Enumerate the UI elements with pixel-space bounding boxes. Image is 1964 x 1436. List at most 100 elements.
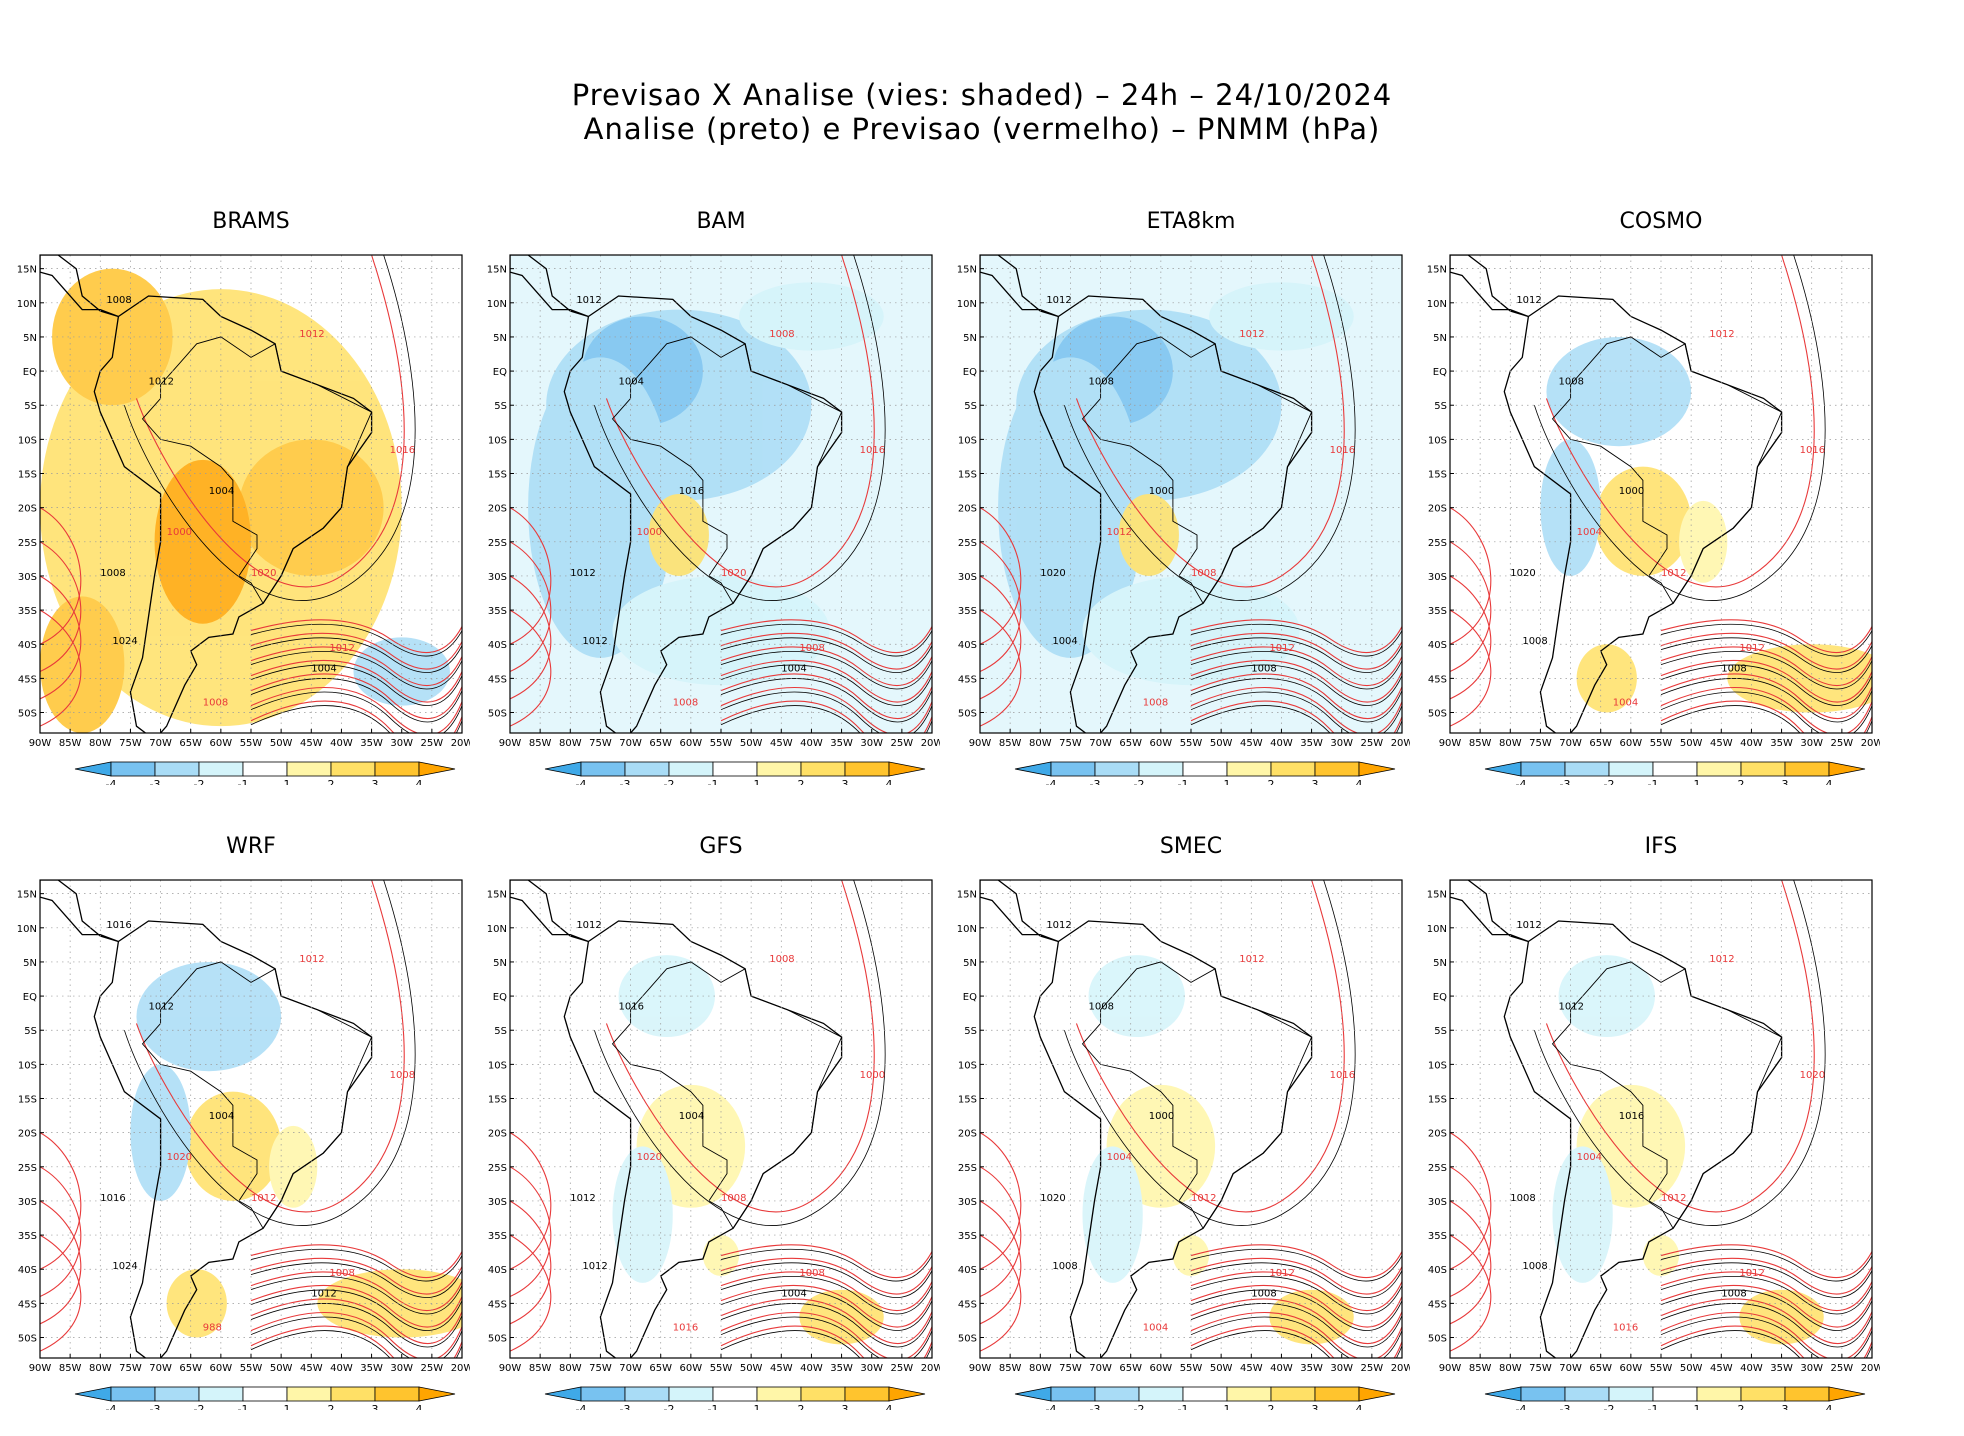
lat-label: 10S bbox=[488, 435, 507, 446]
lon-label: 85W bbox=[529, 1363, 552, 1374]
contour-label: 1012 bbox=[570, 568, 595, 579]
lon-label: 45W bbox=[300, 738, 323, 749]
lat-label: 5S bbox=[1434, 1026, 1447, 1037]
colorbar-label: -3 bbox=[620, 1403, 631, 1410]
colorbar-segment bbox=[242, 761, 288, 777]
colorbar-low-arrow bbox=[1014, 761, 1052, 777]
longitude-axis: 90W 85W 80W 75W 70W 65W 60W 55W 50W 45W 40W 35W 30W 2… bbox=[969, 1354, 1413, 1374]
analysis-isobar bbox=[1064, 255, 1356, 601]
lat-label: 15N bbox=[957, 265, 977, 276]
lat-label: 10N bbox=[1427, 924, 1447, 935]
lon-label: 30W bbox=[1800, 738, 1823, 749]
bias-region bbox=[1118, 494, 1179, 576]
bias-region bbox=[154, 459, 251, 624]
bias-shading bbox=[528, 282, 884, 686]
contour-label: 1016 bbox=[106, 920, 131, 931]
lon-label: 60W bbox=[1150, 1363, 1173, 1374]
colorbar-high-arrow bbox=[418, 1386, 456, 1402]
forecast-isobar bbox=[250, 659, 462, 703]
lon-label: 30W bbox=[390, 738, 413, 749]
colorbar-segment bbox=[1608, 1386, 1654, 1402]
central-america-outline bbox=[510, 255, 589, 318]
forecast-isobar bbox=[1660, 673, 1872, 720]
lon-label: 90W bbox=[29, 1363, 52, 1374]
colorbar-label: -2 bbox=[194, 1403, 205, 1410]
contour-label: 1008 bbox=[1559, 377, 1584, 388]
colorbar-label: 1 bbox=[284, 1403, 291, 1410]
colorbar-label: 3 bbox=[1312, 778, 1319, 785]
analysis-isobar bbox=[720, 1316, 932, 1358]
forecast-isobar bbox=[1660, 1311, 1872, 1358]
lat-label: 35S bbox=[488, 1231, 507, 1242]
forecast-isobar bbox=[1190, 1271, 1402, 1312]
forecast-isobar bbox=[1660, 1244, 1872, 1279]
forecast-isobar bbox=[40, 609, 82, 727]
contour-labels: 1012 1008 1016 1000 1004 1020 1012 1008 1012 1008… bbox=[570, 920, 885, 1334]
latitude-axis: 15N 10N 5N EQ 5S 10S 15S 20S 25S 30S 35S 40S 45S 50S bbox=[17, 890, 44, 1345]
forecast-isobar bbox=[720, 1257, 932, 1295]
lon-label: 85W bbox=[999, 738, 1022, 749]
contour-label: 1008 bbox=[390, 1070, 415, 1081]
lon-label: 85W bbox=[999, 1363, 1022, 1374]
lon-label: 55W bbox=[240, 1363, 263, 1374]
colorbar-segment bbox=[286, 1386, 332, 1402]
isobars bbox=[1450, 255, 1872, 733]
lon-label: 50W bbox=[740, 738, 763, 749]
contour-label: 1008 bbox=[1522, 1261, 1547, 1272]
map-area: 1012 1012 1008 1016 1000 1012 1020 1008 1004 1012… bbox=[980, 255, 1402, 733]
colorbar-segment bbox=[330, 761, 376, 777]
colorbar-label: 4 bbox=[886, 778, 893, 785]
lon-label: 40W bbox=[1740, 1363, 1763, 1374]
lat-label: 15N bbox=[487, 265, 507, 276]
map-area: 1012 1008 1004 1016 1016 1000 1012 1020 1012 1008… bbox=[510, 255, 932, 733]
colorbar-low-arrow bbox=[1484, 761, 1522, 777]
contour-label: 1008 bbox=[203, 698, 228, 709]
analysis-isobar bbox=[1190, 637, 1402, 673]
colorbar-segment bbox=[154, 1386, 200, 1402]
lat-label: 25S bbox=[488, 538, 507, 549]
lat-label: 5N bbox=[1433, 333, 1447, 344]
lon-label: 20W bbox=[921, 738, 940, 749]
latitude-axis: 15N 10N 5N EQ 5S 10S 15S 20S 25S 30S 35S 40S 45S 50S bbox=[1427, 265, 1454, 720]
bias-region bbox=[1727, 644, 1872, 713]
colorbar-segment bbox=[1094, 1386, 1140, 1402]
colorbar-label: 2 bbox=[328, 1403, 335, 1410]
lon-label: 25W bbox=[1831, 738, 1854, 749]
lon-label: 55W bbox=[1650, 1363, 1673, 1374]
lon-label: 75W bbox=[119, 738, 142, 749]
colorbar-label: -3 bbox=[1090, 778, 1101, 785]
lat-label: 50S bbox=[958, 709, 977, 720]
contour-label: 1012 bbox=[251, 1193, 276, 1204]
analysis-isobar bbox=[1190, 1248, 1402, 1282]
colorbar-segment bbox=[1696, 761, 1742, 777]
colorbar: -4 -3 -2 -1 1 2 3 4 bbox=[1484, 1386, 1866, 1416]
forecast-isobar bbox=[510, 1132, 552, 1270]
analysis-isobar bbox=[250, 1316, 462, 1358]
forecast-isobar bbox=[250, 1244, 462, 1279]
lon-label: 70W bbox=[619, 1363, 642, 1374]
lon-label: 35W bbox=[1300, 738, 1323, 749]
forecast-isobar bbox=[40, 1132, 82, 1270]
lon-label: 30W bbox=[390, 1363, 413, 1374]
colorbar-segment bbox=[110, 761, 156, 777]
analysis-isobar bbox=[720, 623, 932, 657]
lon-label: 50W bbox=[740, 1363, 763, 1374]
forecast-isobar bbox=[980, 1132, 1022, 1270]
lon-label: 25W bbox=[421, 1363, 444, 1374]
forecast-isobar bbox=[1660, 659, 1872, 703]
bias-region bbox=[998, 357, 1143, 658]
analysis-isobar bbox=[720, 678, 932, 723]
contour-label: 1020 bbox=[1510, 568, 1535, 579]
contour-label: 1012 bbox=[1739, 1268, 1764, 1279]
colorbar-segment bbox=[1314, 1386, 1360, 1402]
analysis-isobar bbox=[1660, 1289, 1872, 1331]
contour-label: 1012 bbox=[1661, 1193, 1686, 1204]
colorbar-label: 2 bbox=[1738, 778, 1745, 785]
lat-label: 40S bbox=[18, 1265, 37, 1276]
analysis-isobar bbox=[1190, 691, 1402, 733]
contour-label: 1024 bbox=[112, 1261, 137, 1272]
contour-label: 1020 bbox=[251, 568, 276, 579]
forecast-isobar bbox=[1075, 255, 1345, 588]
forecast-isobar bbox=[720, 1325, 932, 1358]
lat-label: 10N bbox=[17, 299, 37, 310]
